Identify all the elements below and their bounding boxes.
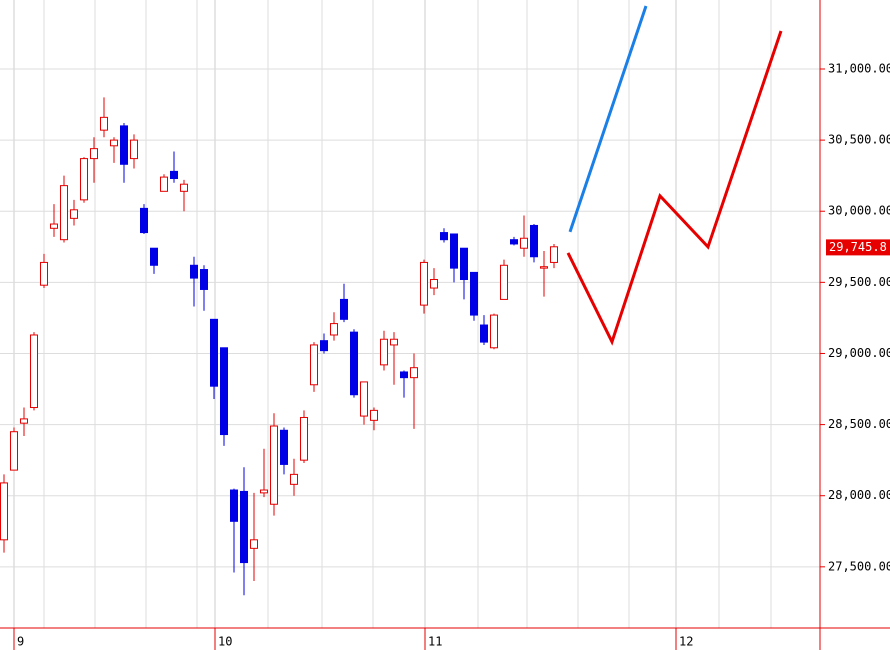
candle-body [90,148,98,160]
candle-body [420,261,428,306]
candle-body [10,431,18,471]
candle-body [20,418,28,424]
candle-body [120,125,128,165]
candle-body [380,338,388,366]
candle-body [220,347,228,436]
y-tick-label: 30,500.00 [828,133,890,147]
candle-body [50,223,58,229]
candle-body [280,429,288,465]
candle-body [530,224,538,258]
y-tick-label: 29,500.00 [828,275,890,289]
candle-body [170,170,178,180]
candle-body [210,318,218,387]
candle-body [450,233,458,269]
candle-body [0,482,8,541]
trend-line [566,30,783,346]
candle-body [540,266,548,269]
candle-body [360,381,368,417]
candle-body [150,247,158,266]
candle-body [510,239,518,245]
candle-body [70,209,78,219]
y-tick-label: 31,000.00 [828,61,890,75]
candle-body [40,261,48,286]
candle-body [140,207,148,234]
candle-body [130,139,138,160]
y-tick-label: 28,500.00 [828,417,890,431]
candle-body [80,158,88,201]
candle-body [180,183,188,192]
candle-body [500,264,508,300]
candle-body [550,246,558,263]
candle-body [390,338,398,346]
x-tick-label: 9 [17,635,24,649]
candle-body [260,489,268,494]
candle-body [520,237,528,249]
trend-line [568,5,648,233]
y-tick-label: 30,000.00 [828,204,890,218]
candle-body [470,271,478,316]
candle-body [300,416,308,461]
candle-body [290,473,298,485]
x-tick-label: 12 [679,635,693,649]
candle-body [410,367,418,379]
candle-body [320,340,328,352]
y-tick-label: 28,000.00 [828,488,890,502]
candle-body [490,314,498,349]
candle-body [460,247,468,281]
candle-body [240,490,248,564]
candle-body [310,344,318,386]
last-price-label: 29,745.8 [829,240,887,254]
x-tick-label: 10 [218,635,232,649]
candle-body [30,334,38,409]
candle-body [480,324,488,343]
candle-body [230,489,238,522]
y-tick-label: 27,500.00 [828,559,890,573]
candle-body [430,279,438,289]
y-tick-label: 29,000.00 [828,346,890,360]
last-price-box [826,239,890,256]
candle-body [330,323,338,336]
candle-body [340,298,348,320]
candle-body [250,539,258,549]
candle-body [400,371,408,379]
candle-body [190,264,198,279]
candle-body [100,116,108,131]
candle-body [60,185,68,241]
x-tick-label: 11 [428,635,442,649]
candle-body [270,425,278,505]
candle-body [160,176,168,192]
candle-body [200,269,208,290]
candle-body [440,232,448,241]
candle-body [110,139,118,147]
candle-body [350,331,358,396]
candle-body [370,409,378,421]
